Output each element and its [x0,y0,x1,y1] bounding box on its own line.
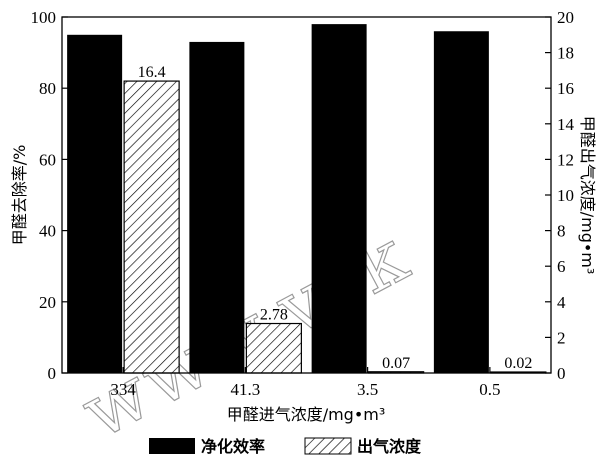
y2-axis-title: 甲醛出气浓度/mg•m³ [578,116,597,275]
y2-tick-label-2: 4 [557,293,566,312]
y-tick-label-3: 60 [39,150,56,169]
legend-swatch-hatch [304,437,352,455]
y2-tick-label-1: 2 [557,328,566,347]
y2-tick-label-4: 8 [557,222,566,241]
bar-outlet-1 [245,322,302,374]
series-purification-efficiency [67,24,489,374]
y2-tick-label-5: 10 [557,186,574,205]
x-tick-label-0: 334 [110,380,136,399]
bar-efficiency-2 [311,24,367,374]
legend: 净化效率 出气浓度 [149,437,422,456]
y2-tick-label-10: 20 [557,8,574,27]
y2-tick-label-9: 18 [557,44,574,63]
x-tick-label-1: 41.3 [231,380,261,399]
y2-tick-label-8: 16 [557,79,574,98]
bar-efficiency-3 [433,31,489,374]
y2-tick-label-6: 12 [557,150,574,169]
y-tick-label-4: 80 [39,79,56,98]
y-axis-title: 甲醛去除率/% [10,145,29,246]
bar-efficiency-1 [189,41,245,374]
series-outlet-concentration [123,80,547,374]
y-tick-label-0: 0 [48,364,57,383]
data-label-outlet-2: 0.07 [382,355,410,372]
y-axis-left: 0 20 40 60 80 100 [31,8,68,383]
legend-label-outlet-concentration: 出气浓度 [357,437,422,456]
legend-label-purification-efficiency: 净化效率 [201,437,265,456]
data-labels: 16.4 2.78 0.07 0.02 [138,64,533,372]
y-tick-label-5: 100 [31,8,57,27]
x-axis-title: 甲醛进气浓度/mg•m³ [227,405,386,424]
data-label-outlet-0: 16.4 [138,64,166,81]
y2-tick-label-0: 0 [557,364,566,383]
bar-efficiency-0 [67,34,123,374]
legend-swatch-solid [149,438,195,454]
x-axis: 334 41.3 3.5 0.5 [110,367,501,399]
y2-tick-label-3: 6 [557,257,566,276]
y2-tick-label-7: 14 [557,115,575,134]
bar-outlet-0 [123,80,180,374]
data-label-outlet-1: 2.78 [260,307,288,324]
y-tick-label-1: 20 [39,293,56,312]
x-tick-label-2: 3.5 [357,380,378,399]
x-tick-label-3: 0.5 [479,380,500,399]
y-axis-right: 0 2 4 6 8 10 12 14 16 18 20 [545,8,575,383]
y-tick-label-2: 40 [39,222,56,241]
data-label-outlet-3: 0.02 [504,355,532,372]
